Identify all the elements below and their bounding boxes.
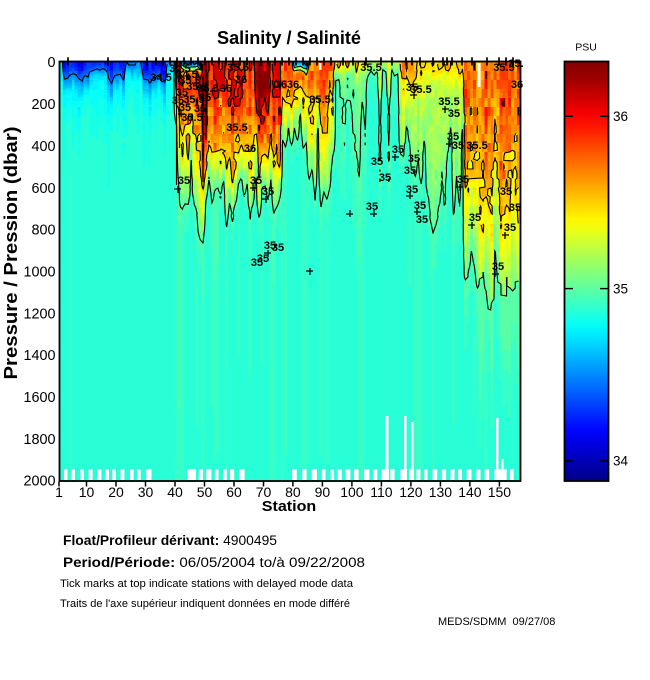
svg-text:60: 60 (226, 484, 242, 500)
svg-text:35: 35 (250, 175, 262, 187)
svg-text:36: 36 (244, 143, 256, 155)
svg-text:35: 35 (264, 240, 276, 252)
svg-text:10: 10 (79, 484, 95, 500)
svg-text:140: 140 (458, 484, 482, 500)
svg-text:20: 20 (108, 484, 124, 500)
svg-text:35: 35 (178, 175, 190, 187)
svg-text:35: 35 (414, 200, 426, 212)
svg-text:34.5: 34.5 (176, 69, 197, 81)
svg-text:2000: 2000 (23, 474, 55, 490)
svg-text:35: 35 (404, 165, 416, 177)
svg-text:Tick marks at top indicate sta: Tick marks at top indicate stations with… (60, 578, 353, 590)
svg-text:35: 35 (172, 95, 184, 107)
svg-text:30: 30 (138, 484, 154, 500)
svg-text:35: 35 (504, 222, 516, 234)
svg-text:600: 600 (31, 181, 55, 197)
svg-text:36: 36 (235, 74, 247, 86)
svg-text:35.5: 35.5 (410, 84, 431, 96)
svg-text:35: 35 (469, 212, 481, 224)
svg-text:130: 130 (429, 484, 453, 500)
svg-text:1: 1 (55, 484, 63, 500)
svg-text:35: 35 (272, 242, 284, 254)
svg-text:34.5: 34.5 (150, 72, 171, 84)
svg-text:35: 35 (406, 82, 418, 94)
svg-text:100: 100 (340, 484, 364, 500)
svg-text:1200: 1200 (23, 306, 55, 322)
svg-text:35.5: 35.5 (466, 140, 487, 152)
svg-text:35: 35 (379, 172, 391, 184)
svg-text:35: 35 (257, 253, 269, 265)
svg-text:1800: 1800 (23, 432, 55, 448)
svg-text:35.5: 35.5 (226, 122, 247, 134)
svg-text:35.5: 35.5 (181, 112, 202, 124)
svg-text:35.5: 35.5 (309, 94, 330, 106)
svg-text:35: 35 (492, 261, 504, 273)
svg-text:35: 35 (366, 201, 378, 213)
svg-text:110: 110 (370, 484, 393, 500)
svg-text:35: 35 (452, 140, 464, 152)
svg-text:400: 400 (31, 139, 55, 155)
svg-text:1600: 1600 (23, 390, 55, 406)
svg-text:36: 36 (613, 109, 628, 124)
svg-text:35: 35 (457, 174, 469, 186)
svg-text:40: 40 (167, 484, 183, 500)
svg-text:35: 35 (500, 186, 512, 198)
svg-text:90: 90 (315, 484, 331, 500)
svg-text:35: 35 (448, 108, 460, 120)
svg-text:35: 35 (371, 156, 383, 168)
svg-text:35: 35 (416, 214, 428, 226)
svg-text:35: 35 (392, 144, 404, 156)
svg-text:35.5: 35.5 (438, 96, 459, 108)
svg-text:35.5: 35.5 (360, 62, 381, 74)
svg-text:MEDS/SDMM 09/27/08: MEDS/SDMM 09/27/08 (438, 616, 555, 628)
svg-text:70: 70 (256, 484, 272, 500)
svg-text:35.5: 35.5 (183, 94, 204, 106)
svg-text:34: 34 (613, 454, 629, 469)
svg-text:120: 120 (399, 484, 423, 500)
svg-text:35: 35 (179, 102, 191, 114)
svg-text:36: 36 (287, 79, 299, 91)
svg-text:200: 200 (31, 97, 55, 113)
svg-text:Period/Période: 06/05/2004 t: Period/Période: 06/05/2004 to/à 09/22/20… (63, 555, 365, 571)
svg-text:Pressure / Pression (dbar): Pressure / Pression (dbar) (1, 127, 21, 380)
svg-text:Float/Profileur dérivant: 4900: Float/Profileur dérivant: 4900495 (63, 533, 277, 549)
svg-text:35: 35 (509, 202, 521, 214)
svg-text:150: 150 (488, 484, 512, 500)
svg-text:36: 36 (220, 83, 232, 95)
svg-text:35: 35 (251, 257, 263, 269)
svg-text:Salinity / Salinité: Salinity / Salinité (217, 28, 361, 48)
svg-text:800: 800 (31, 223, 55, 239)
svg-text:36: 36 (275, 79, 287, 91)
svg-text:PSU: PSU (575, 42, 597, 54)
svg-text:0: 0 (47, 55, 55, 71)
svg-text:1400: 1400 (23, 348, 55, 364)
svg-text:35.5: 35.5 (179, 75, 200, 87)
svg-text:35.5: 35.5 (227, 62, 248, 74)
svg-text:35: 35 (199, 92, 211, 104)
svg-text:35: 35 (408, 153, 420, 165)
svg-text:35: 35 (613, 281, 628, 296)
svg-text:1000: 1000 (23, 264, 55, 280)
svg-text:35.5: 35.5 (186, 81, 207, 93)
svg-text:80: 80 (285, 484, 301, 500)
svg-text:35: 35 (262, 186, 274, 198)
svg-text:Station: Station (262, 499, 317, 515)
svg-text:35: 35 (406, 184, 418, 196)
svg-text:50: 50 (197, 484, 213, 500)
svg-text:Traits de l'axe supérieur indi: Traits de l'axe supérieur indiquent donn… (60, 598, 350, 610)
